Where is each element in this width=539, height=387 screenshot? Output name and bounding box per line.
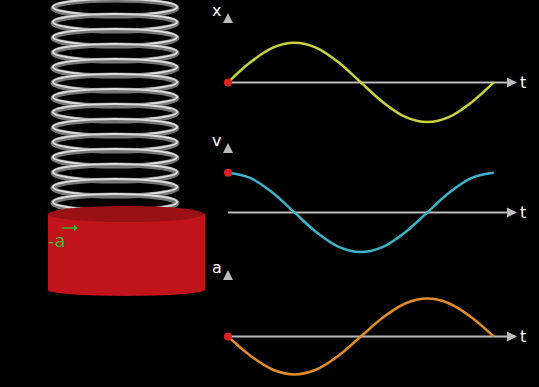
svg-text:t: t [520,327,526,346]
html-text:a: a [212,258,222,277]
html-text:v: v [212,131,222,150]
html-text:-a: -a [48,230,66,251]
svg-text:t: t [520,73,526,92]
svg-text:t: t [520,203,526,222]
html-text:x: x [212,1,222,20]
